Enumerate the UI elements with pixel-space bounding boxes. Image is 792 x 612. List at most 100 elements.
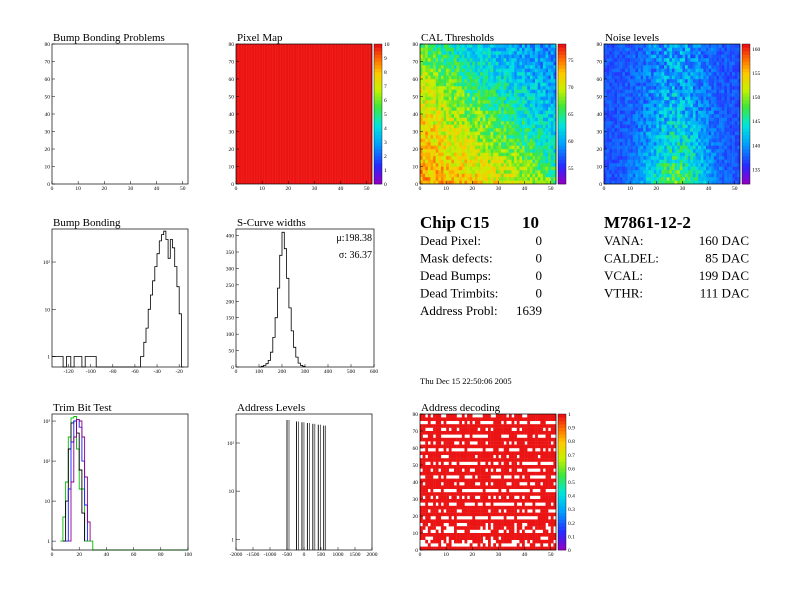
heatmap-cell — [464, 124, 468, 129]
heatmap-cell — [614, 51, 618, 55]
heatmap-cell — [524, 86, 528, 90]
heatmap-cell — [485, 47, 489, 52]
heatmap-cell — [485, 166, 489, 171]
heatmap-cell — [511, 65, 515, 69]
heatmap-cell — [461, 533, 465, 537]
heatmap-cell — [703, 152, 707, 157]
heatmap-cell — [698, 61, 701, 66]
heatmap-cell — [527, 114, 531, 118]
heatmap-cell — [448, 93, 452, 97]
heatmap-cell — [703, 121, 707, 125]
heatmap-cell — [472, 54, 476, 59]
heatmap-cell — [622, 65, 626, 69]
heatmap-cell — [553, 114, 557, 118]
heatmap-cell — [653, 117, 657, 122]
heatmap-cell — [690, 131, 694, 136]
heatmap-cell — [674, 114, 678, 118]
heatmap-cell — [490, 519, 494, 523]
heatmap-cell — [550, 131, 554, 136]
heatmap-cell — [511, 51, 515, 55]
heatmap-cell — [713, 44, 717, 48]
heatmap-cell — [687, 138, 691, 143]
heatmap-cell — [527, 103, 531, 108]
heatmap-cell — [719, 173, 722, 178]
heatmap-cell — [638, 103, 641, 108]
heatmap-cell — [690, 138, 694, 143]
heatmap-cell — [448, 543, 452, 547]
heatmap-cell — [695, 180, 699, 185]
heatmap-cell — [467, 131, 470, 136]
heatmap-cell — [643, 93, 647, 97]
heatmap-cell — [467, 58, 470, 62]
heatmap-cell — [724, 152, 728, 157]
heatmap-cell — [459, 180, 463, 185]
heatmap-cell — [679, 93, 683, 97]
heatmap-cell — [461, 107, 465, 111]
heatmap-cell — [532, 131, 536, 136]
heatmap-cell — [545, 117, 549, 122]
heatmap-cell — [617, 117, 620, 122]
heatmap-cell — [640, 159, 644, 164]
heatmap-cell — [490, 61, 494, 66]
heatmap-cell — [711, 47, 715, 52]
heatmap-cell — [661, 131, 665, 136]
heatmap-cell — [493, 149, 497, 153]
heatmap-cell — [643, 173, 647, 178]
heatmap-cell — [692, 152, 696, 157]
heatmap-cell — [427, 138, 431, 143]
colorbar-segment — [558, 145, 566, 150]
heatmap-cell — [604, 135, 607, 139]
heatmap-cell — [532, 152, 536, 157]
heatmap-cell — [535, 44, 538, 48]
heatmap-cell — [719, 82, 722, 87]
heatmap-cell — [469, 536, 473, 540]
heatmap-cell — [498, 61, 502, 66]
heatmap-cell — [474, 138, 478, 143]
heatmap-cell — [488, 100, 491, 104]
heatmap-cell — [498, 86, 502, 90]
heatmap-cell — [622, 79, 626, 83]
heatmap-cell — [501, 173, 504, 178]
heatmap-cell — [446, 75, 449, 80]
heatmap-cell — [448, 44, 452, 48]
heatmap-cell — [622, 51, 626, 55]
heatmap-cell — [550, 529, 554, 534]
heatmap-cell — [611, 79, 615, 83]
heatmap-cell — [669, 138, 673, 143]
heatmap-cell — [658, 138, 662, 143]
heatmap-cell — [461, 86, 465, 90]
heatmap-cell — [506, 142, 510, 146]
heatmap-cell — [690, 65, 694, 69]
heatmap-cell — [624, 68, 628, 73]
heatmap-cell — [422, 110, 426, 115]
heatmap-cell — [721, 166, 725, 171]
heatmap-cell — [640, 72, 644, 76]
heatmap-cell — [617, 128, 620, 132]
heatmap-cell — [548, 145, 551, 150]
colorbar-segment — [742, 61, 750, 66]
heatmap-cell — [713, 180, 717, 185]
heatmap-cell — [638, 51, 641, 55]
heatmap-cell — [638, 135, 641, 139]
heatmap-cell — [459, 533, 463, 537]
x-tick-label: -1500 — [247, 552, 260, 558]
heatmap-cell — [716, 47, 720, 52]
heatmap-cell — [498, 149, 502, 153]
heatmap-cell — [606, 110, 610, 115]
heatmap-cell — [721, 159, 725, 164]
heatmap-cell — [529, 149, 533, 153]
heatmap-cell — [511, 522, 515, 527]
heatmap-cell — [438, 72, 442, 76]
heatmap-cell — [467, 138, 470, 143]
y-tick-label: 30 — [597, 130, 603, 136]
heatmap-cell — [698, 163, 701, 167]
heatmap-cell — [482, 65, 486, 69]
heatmap-cell — [716, 93, 720, 97]
heatmap-cell — [614, 128, 618, 132]
heatmap-cell — [627, 170, 631, 174]
colorbar-segment — [742, 100, 750, 104]
heatmap-cell — [443, 156, 447, 160]
heatmap-cell — [501, 68, 504, 73]
heatmap-cell — [648, 61, 652, 66]
heatmap-cell — [682, 72, 686, 76]
